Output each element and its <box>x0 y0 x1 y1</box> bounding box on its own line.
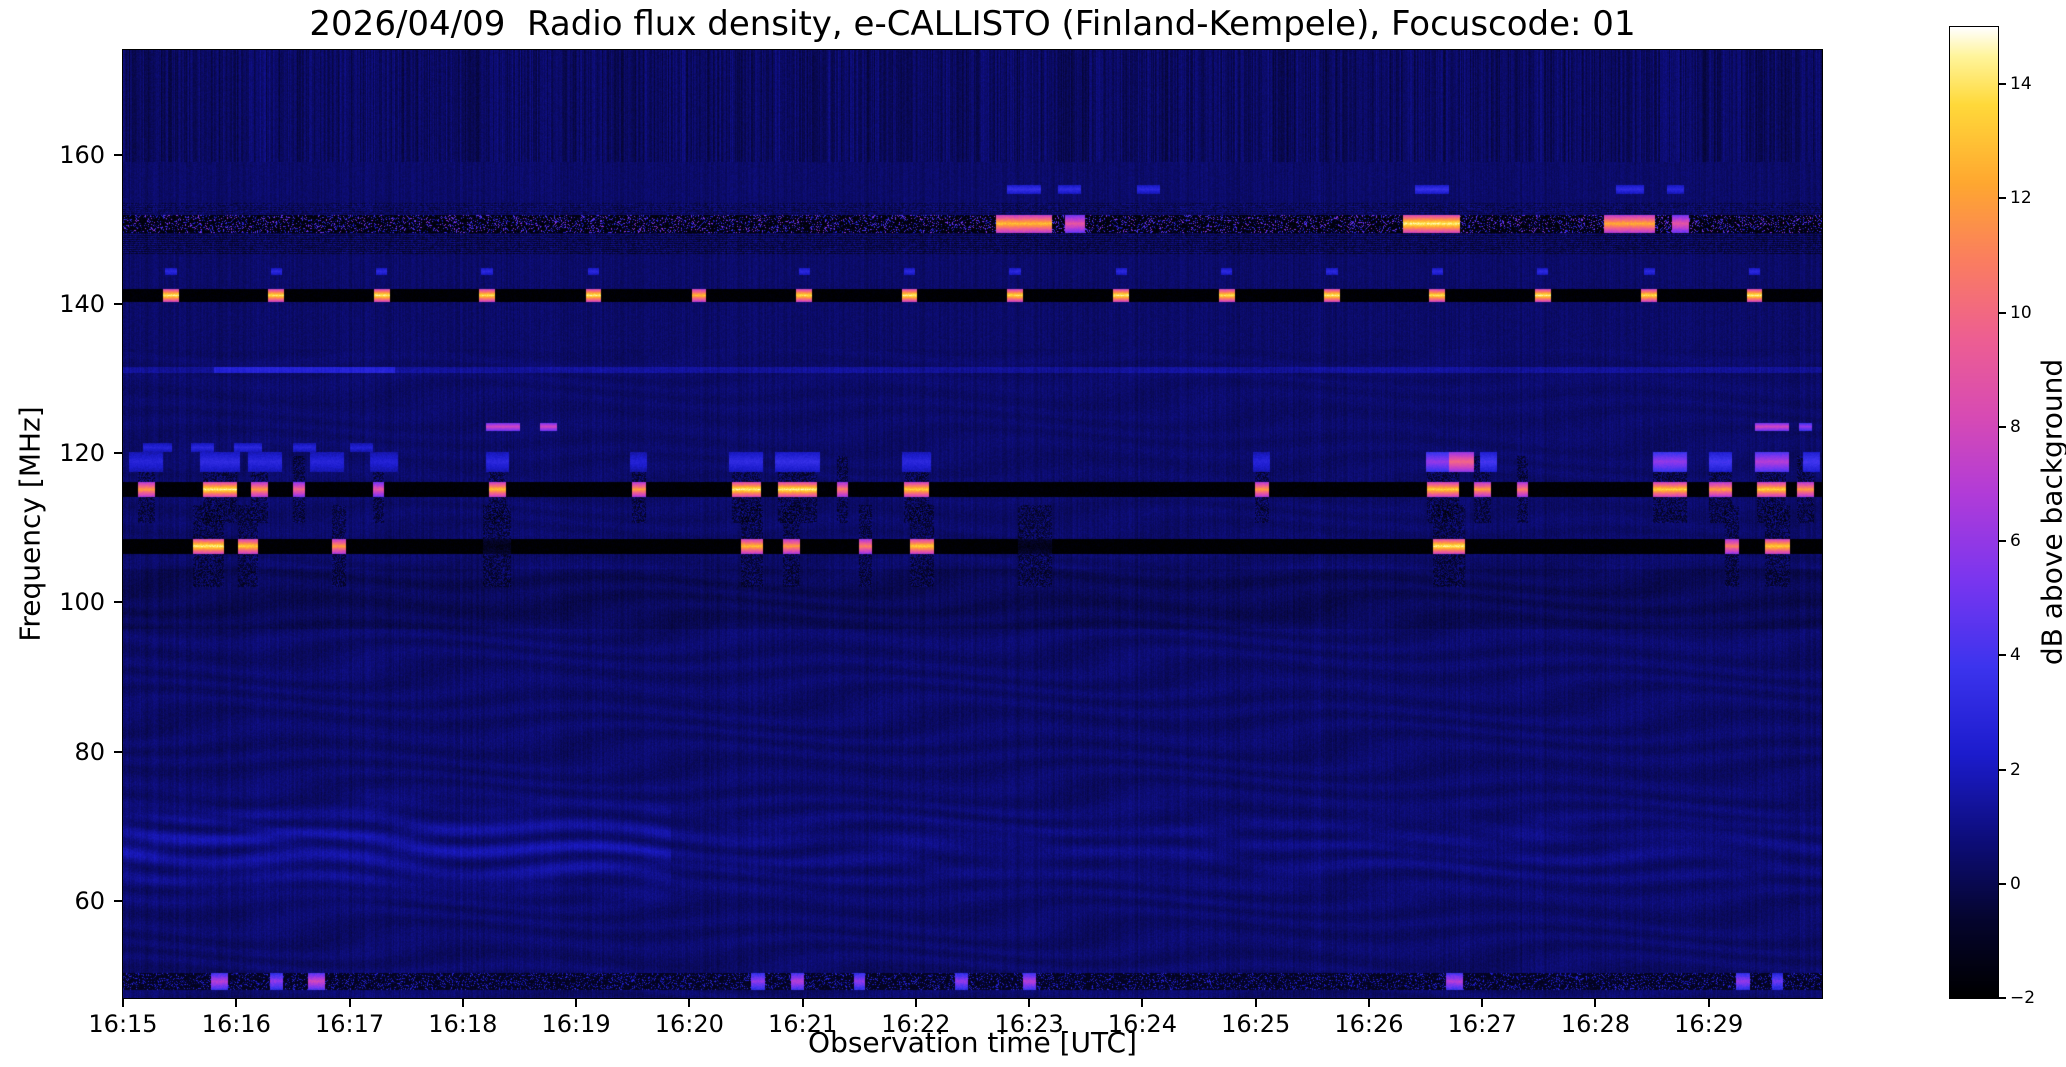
x-tick-label: 16:16 <box>201 1010 271 1038</box>
x-tick-label: 16:19 <box>541 1010 611 1038</box>
colorbar-tick-mark <box>1998 425 2006 428</box>
colorbar-tick-mark <box>1998 540 2006 543</box>
colorbar-tick-label: 4 <box>2010 645 2021 666</box>
x-tick-label: 16:20 <box>654 1010 724 1038</box>
x-tick-label: 16:21 <box>768 1010 838 1038</box>
x-tick-mark <box>1028 998 1031 1007</box>
colorbar-label: dB above background <box>2035 358 2066 666</box>
colorbar-tick-mark <box>1998 311 2006 314</box>
colorbar <box>1949 26 1999 999</box>
y-tick-label: 60 <box>74 886 105 915</box>
x-tick-mark <box>688 998 691 1007</box>
x-tick-label: 16:28 <box>1560 1010 1631 1038</box>
x-tick-label: 16:26 <box>1334 1010 1404 1038</box>
x-tick-mark <box>1707 998 1710 1007</box>
x-tick-mark <box>575 998 578 1007</box>
y-tick-mark <box>114 899 123 902</box>
x-axis-label: Observation time [UTC] <box>808 1026 1137 1059</box>
colorbar-tick-label: 10 <box>2010 302 2032 323</box>
x-tick-label: 16:25 <box>1221 1010 1291 1038</box>
x-tick-label: 16:24 <box>1107 1010 1177 1038</box>
x-tick-mark <box>914 998 917 1007</box>
colorbar-tick-label: 14 <box>2010 74 2032 95</box>
x-tick-mark <box>348 998 351 1007</box>
y-tick-label: 80 <box>74 737 105 766</box>
x-tick-mark <box>1481 998 1484 1007</box>
y-tick-mark <box>114 153 123 156</box>
colorbar-tick-label: 0 <box>2010 873 2021 894</box>
x-tick-mark <box>461 998 464 1007</box>
x-tick-label: 16:29 <box>1674 1010 1744 1038</box>
colorbar-tick-mark <box>1998 83 2006 86</box>
colorbar-tick-label: −2 <box>2010 988 2036 1008</box>
colorbar-tick-mark <box>1998 882 2006 885</box>
colorbar-tick-mark <box>1998 997 2006 999</box>
x-tick-mark <box>1141 998 1144 1007</box>
x-tick-label: 16:23 <box>994 1010 1064 1038</box>
x-tick-label: 16:17 <box>314 1010 385 1038</box>
y-tick-mark <box>114 601 123 604</box>
x-tick-mark <box>801 998 804 1007</box>
colorbar-tick-label: 12 <box>2010 188 2032 209</box>
y-tick-label: 100 <box>59 588 105 617</box>
x-tick-mark <box>1594 998 1597 1007</box>
y-tick-label: 140 <box>59 289 105 318</box>
spectrogram-plot <box>122 49 1823 999</box>
y-tick-mark <box>114 452 123 455</box>
colorbar-tick-label: 6 <box>2010 531 2021 552</box>
spectrogram-image <box>123 50 1822 998</box>
colorbar-tick-mark <box>1998 768 2006 771</box>
x-tick-label: 16:22 <box>881 1010 951 1038</box>
x-tick-label: 16:27 <box>1447 1010 1517 1038</box>
x-tick-mark <box>1254 998 1257 1007</box>
colorbar-gradient <box>1950 27 1998 998</box>
colorbar-tick-mark <box>1998 654 2006 657</box>
y-tick-label: 120 <box>59 439 105 468</box>
y-tick-mark <box>114 302 123 305</box>
y-tick-mark <box>114 750 123 753</box>
x-tick-mark <box>1367 998 1370 1007</box>
y-tick-label: 160 <box>59 140 105 169</box>
colorbar-tick-mark <box>1998 197 2006 200</box>
colorbar-tick-label: 2 <box>2010 759 2021 780</box>
x-tick-mark <box>122 998 124 1007</box>
colorbar-tick-label: 8 <box>2010 416 2021 437</box>
x-tick-mark <box>235 998 238 1007</box>
x-tick-label: 16:15 <box>88 1010 158 1038</box>
chart-title: 2026/04/09 Radio flux density, e-CALLIST… <box>309 4 1636 44</box>
x-tick-label: 16:18 <box>428 1010 498 1038</box>
